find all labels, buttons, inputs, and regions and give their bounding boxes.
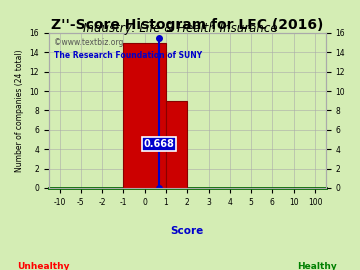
- Bar: [123, 43, 166, 188]
- Title: Z''-Score Histogram for LFC (2016): Z''-Score Histogram for LFC (2016): [51, 18, 324, 32]
- Y-axis label: Number of companies (24 total): Number of companies (24 total): [15, 49, 24, 172]
- Text: Unhealthy: Unhealthy: [17, 262, 69, 270]
- Text: Healthy: Healthy: [297, 262, 337, 270]
- Bar: [166, 101, 187, 188]
- Text: 0.668: 0.668: [144, 139, 174, 149]
- Text: The Research Foundation of SUNY: The Research Foundation of SUNY: [54, 52, 203, 60]
- X-axis label: Score: Score: [171, 226, 204, 236]
- Text: ©www.textbiz.org: ©www.textbiz.org: [54, 38, 124, 46]
- Text: Industry: Life & Health Insurance: Industry: Life & Health Insurance: [83, 22, 277, 35]
